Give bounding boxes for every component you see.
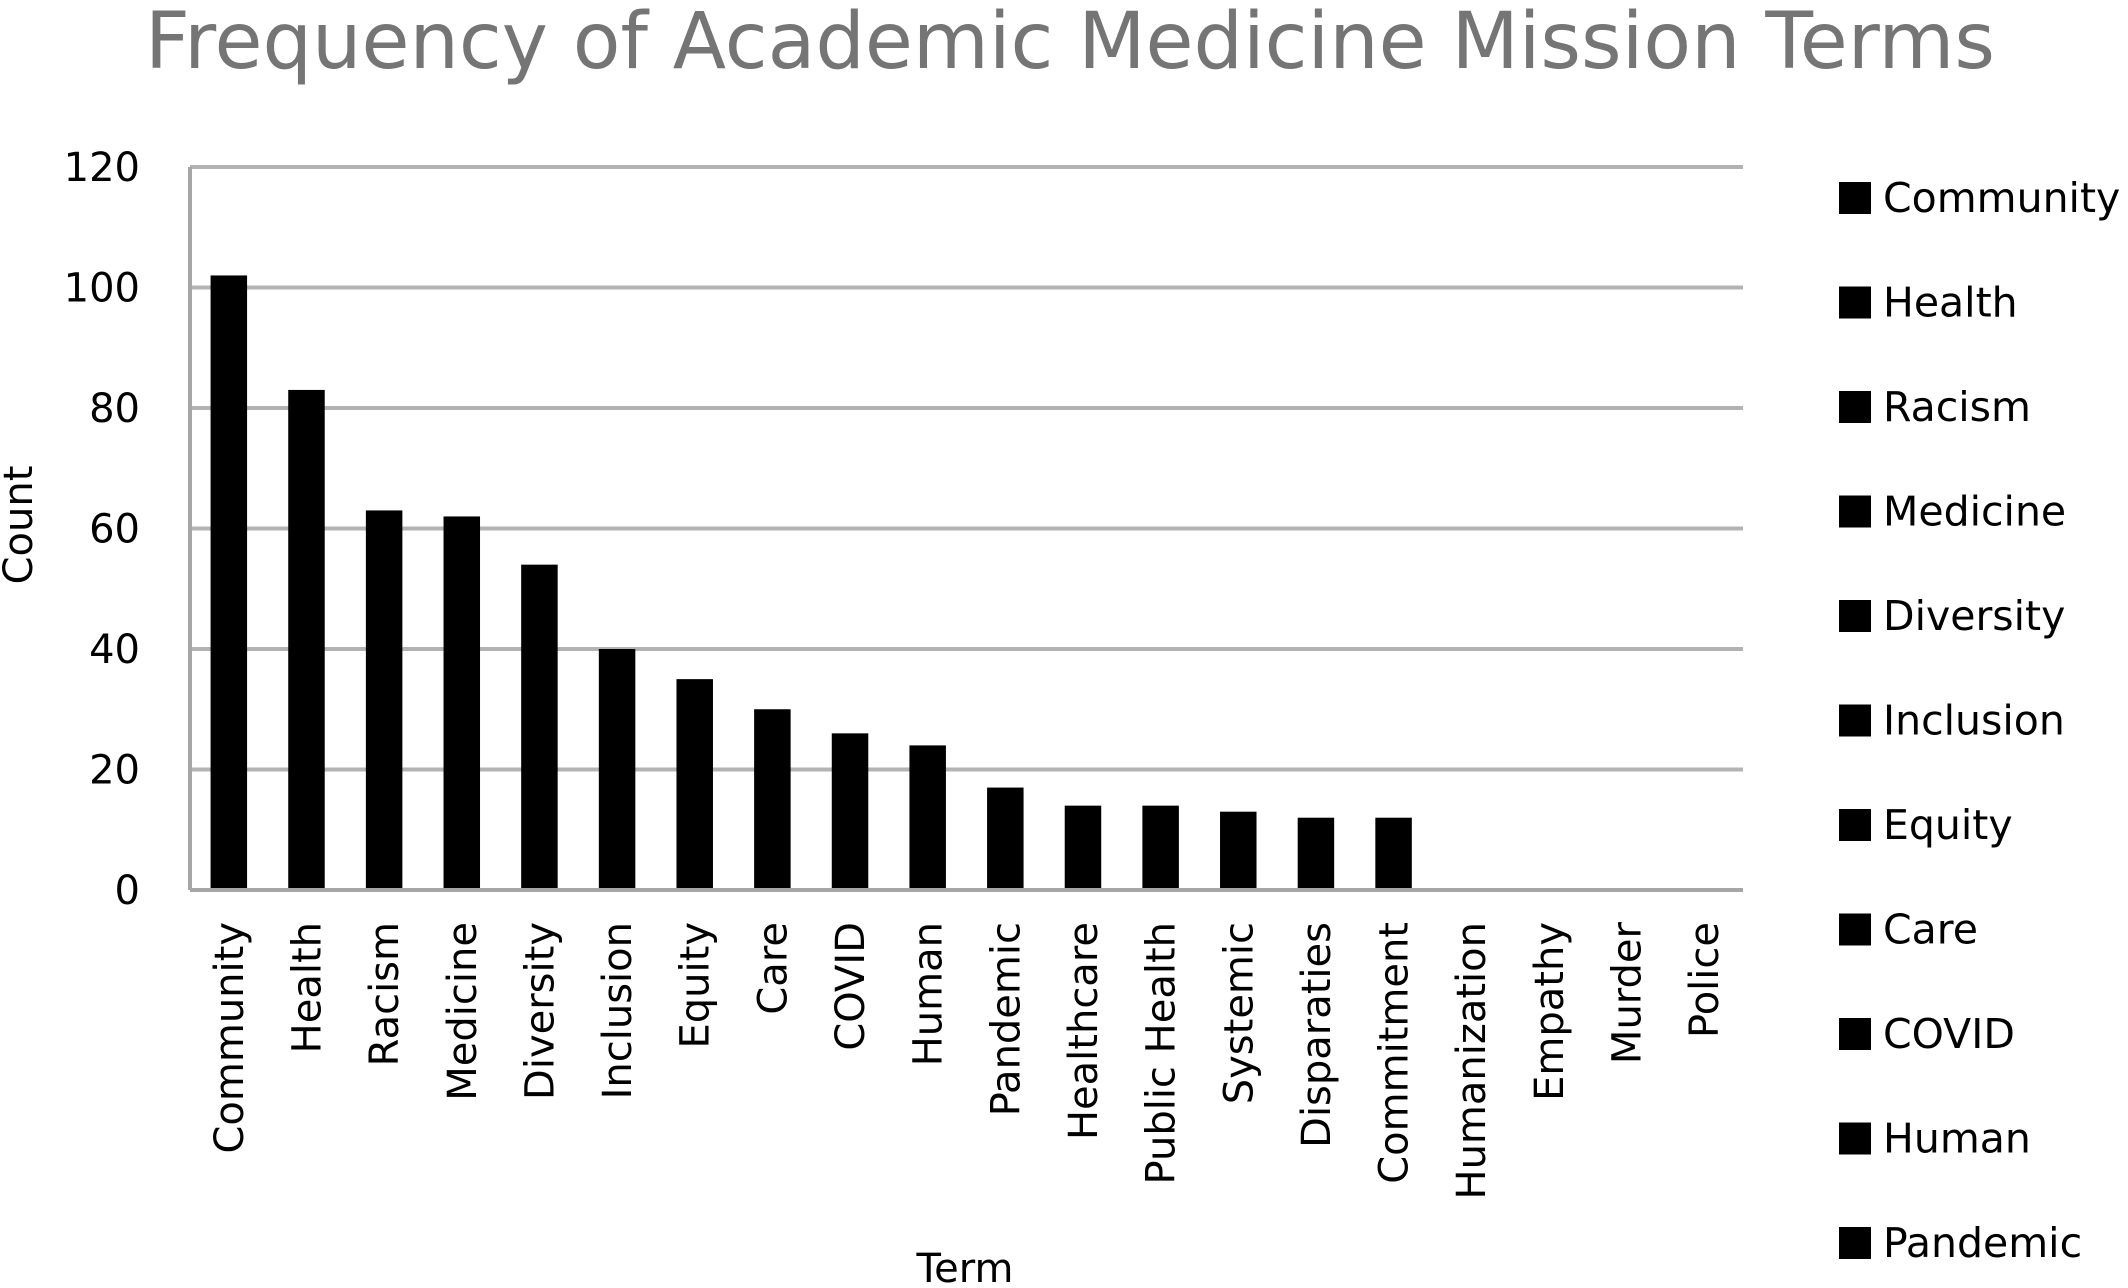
- bar-diversity: [521, 564, 558, 890]
- bars: [210, 275, 1412, 890]
- legend-label: Equity: [1883, 801, 2013, 849]
- x-category-label: Murder: [1605, 921, 1651, 1064]
- legend-label: Diversity: [1883, 592, 2065, 640]
- bar-disparaties: [1297, 817, 1335, 890]
- gridlines: [190, 165, 1743, 772]
- legend-swatch: [1839, 286, 1871, 319]
- legend-label: Medicine: [1883, 488, 2066, 536]
- bar-systemic: [1220, 811, 1257, 890]
- legend-swatch: [1839, 913, 1871, 946]
- x-category-label: Humanization: [1449, 922, 1495, 1200]
- legend-swatch: [1839, 1122, 1871, 1155]
- bar-equity: [676, 679, 713, 890]
- x-category-label: Community: [207, 922, 253, 1154]
- legend-swatch: [1839, 600, 1871, 632]
- bar-health: [288, 389, 325, 890]
- x-category-label: Commitment: [1372, 922, 1418, 1184]
- legend-label: Health: [1883, 279, 2018, 327]
- bar-commitment: [1375, 817, 1412, 890]
- x-axis-title: Term: [916, 1246, 1014, 1288]
- legend-label: Racism: [1883, 383, 2031, 431]
- x-category-label: Systemic: [1216, 922, 1262, 1104]
- legend-label: Community: [1883, 174, 2120, 222]
- y-axis-tick-labels: 0 20 40 60 80 100 120: [64, 145, 140, 914]
- bar-healthcare: [1064, 805, 1102, 890]
- y-tick-label: 120: [64, 145, 140, 191]
- legend-swatch: [1839, 1227, 1871, 1259]
- legend-label: Pandemic: [1883, 1219, 2082, 1267]
- x-category-label: Human: [906, 922, 952, 1066]
- x-category-label: Racism: [362, 922, 408, 1066]
- legend-label: COVID: [1883, 1010, 2015, 1058]
- bar-inclusion: [598, 649, 636, 890]
- y-axis-title: Count: [0, 466, 42, 585]
- x-category-label: Public Health: [1139, 922, 1185, 1184]
- x-category-label: Medicine: [440, 922, 486, 1101]
- x-category-label: Pandemic: [983, 922, 1029, 1116]
- x-category-label: Healthcare: [1061, 922, 1107, 1140]
- y-tick-label: 60: [89, 507, 140, 553]
- legend-swatch: [1839, 704, 1871, 737]
- y-tick-label: 80: [89, 386, 140, 432]
- x-axis-category-labels: Community Health Racism Medicine Diversity In…: [207, 921, 1728, 1199]
- bar-care: [754, 709, 791, 890]
- x-category-label: Empathy: [1527, 922, 1573, 1101]
- bar-public-health: [1142, 805, 1179, 890]
- bar-human: [909, 745, 946, 890]
- x-category-label: Inclusion: [595, 922, 641, 1099]
- y-tick-label: 20: [89, 748, 140, 794]
- x-category-label: Health: [284, 922, 330, 1053]
- x-category-label: Diversity: [517, 922, 563, 1100]
- y-tick-label: 0: [115, 868, 140, 914]
- bar-community: [210, 275, 248, 890]
- legend-swatch: [1839, 391, 1871, 423]
- legend-label: Care: [1883, 906, 1978, 954]
- bar-pandemic: [987, 787, 1024, 890]
- legend-swatch: [1839, 495, 1871, 528]
- x-category-label: Care: [750, 922, 796, 1015]
- legend-label: Inclusion: [1883, 697, 2065, 745]
- legend-swatch: [1839, 809, 1871, 841]
- legend-swatch: [1839, 182, 1871, 214]
- legend-swatch: [1839, 1018, 1871, 1050]
- x-category-label: Equity: [673, 922, 719, 1048]
- x-category-label: Disparaties: [1294, 922, 1340, 1148]
- y-tick-label: 40: [89, 627, 140, 673]
- bar-covid: [831, 733, 869, 890]
- x-category-label: COVID: [828, 922, 874, 1051]
- y-tick-label: 100: [64, 266, 140, 312]
- bar-racism: [365, 510, 403, 890]
- legend-label: Human: [1883, 1115, 2031, 1163]
- chart-title: Frequency of Academic Medicine Mission T…: [145, 0, 1995, 87]
- bar-medicine: [443, 516, 481, 890]
- legend: Community Health Racism Medicine Diversity In…: [1839, 174, 2120, 1267]
- x-category-label: Police: [1682, 922, 1728, 1038]
